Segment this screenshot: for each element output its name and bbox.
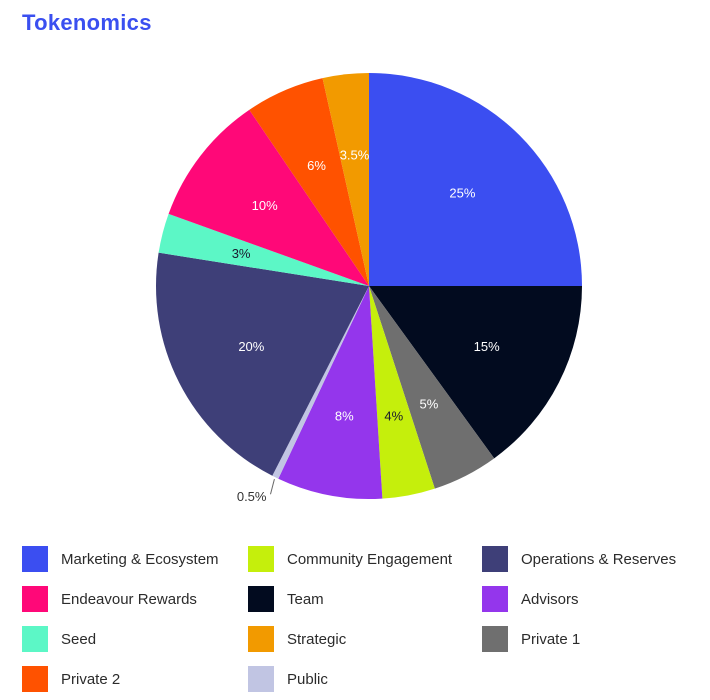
data-label-operations-and-reserves: 20% [238, 339, 264, 354]
data-label-endeavour-rewards: 10% [252, 198, 278, 213]
legend-item-marketing-and-ecosystem: Marketing & Ecosystem [22, 544, 219, 574]
legend-label: Private 1 [521, 630, 581, 648]
legend-item-community-engagement: Community Engagement [248, 544, 452, 574]
legend-swatch [482, 586, 508, 612]
legend-label: Private 2 [61, 670, 121, 688]
legend-swatch [22, 626, 48, 652]
legend-swatch [248, 546, 274, 572]
legend-label: Community Engagement [287, 550, 453, 568]
legend-item-seed: Seed [22, 624, 96, 654]
pie-slice-seed [158, 213, 369, 286]
legend-swatch [22, 666, 48, 692]
pie-slice-public [272, 286, 369, 479]
legend-label: Advisors [521, 590, 579, 608]
leader-line-public [270, 478, 275, 495]
legend-swatch [482, 626, 508, 652]
pie-slice-private-2 [249, 78, 369, 286]
data-label-public: 0.5% [237, 489, 267, 504]
legend-item-public: Public [248, 664, 328, 694]
pie-slice-private-1 [369, 286, 495, 489]
legend-label: Marketing & Ecosystem [61, 550, 219, 568]
chart-title: Tokenomics [22, 10, 152, 35]
pie-slice-strategic [322, 73, 369, 286]
data-label-seed: 3% [232, 246, 251, 261]
pie-slice-advisors [278, 286, 383, 499]
legend-label: Endeavour Rewards [61, 590, 197, 608]
legend-item-private-1: Private 1 [482, 624, 580, 654]
pie-slice-team [369, 286, 582, 459]
data-label-marketing-and-ecosystem: 25% [449, 186, 475, 201]
legend-swatch [22, 546, 48, 572]
data-label-private-2: 6% [307, 158, 326, 173]
data-label-community-engagement: 4% [384, 409, 403, 424]
pie-slice-operations-and-reserves [156, 252, 369, 476]
legend-swatch [22, 586, 48, 612]
legend-swatch [248, 666, 274, 692]
legend-label: Seed [61, 630, 97, 648]
legend-item-advisors: Advisors [482, 584, 579, 614]
legend-item-operations-and-reserves: Operations & Reserves [482, 544, 676, 574]
data-label-team: 15% [474, 339, 500, 354]
legend-label: Strategic [287, 630, 347, 648]
legend-label: Team [287, 590, 324, 608]
legend-swatch [482, 546, 508, 572]
pie-slice-endeavour-rewards [168, 109, 369, 286]
legend-swatch [248, 586, 274, 612]
data-label-strategic: 3.5% [340, 148, 370, 163]
legend-item-private-2: Private 2 [22, 664, 120, 694]
legend-item-team: Team [248, 584, 324, 614]
legend-swatch [248, 626, 274, 652]
legend-label: Public [287, 670, 328, 688]
data-label-advisors: 8% [335, 409, 354, 424]
pie-chart: 25% 15% 5% 4% 8% 0.5% 20% 3% 10% 6% 3.5% [156, 73, 582, 504]
data-label-private-1: 5% [420, 397, 439, 412]
legend-item-endeavour-rewards: Endeavour Rewards [22, 584, 197, 614]
legend-label: Operations & Reserves [521, 550, 677, 568]
pie-slice-community-engagement [369, 286, 435, 499]
legend-item-strategic: Strategic [248, 624, 346, 654]
pie-slice-marketing-and-ecosystem [369, 73, 582, 286]
